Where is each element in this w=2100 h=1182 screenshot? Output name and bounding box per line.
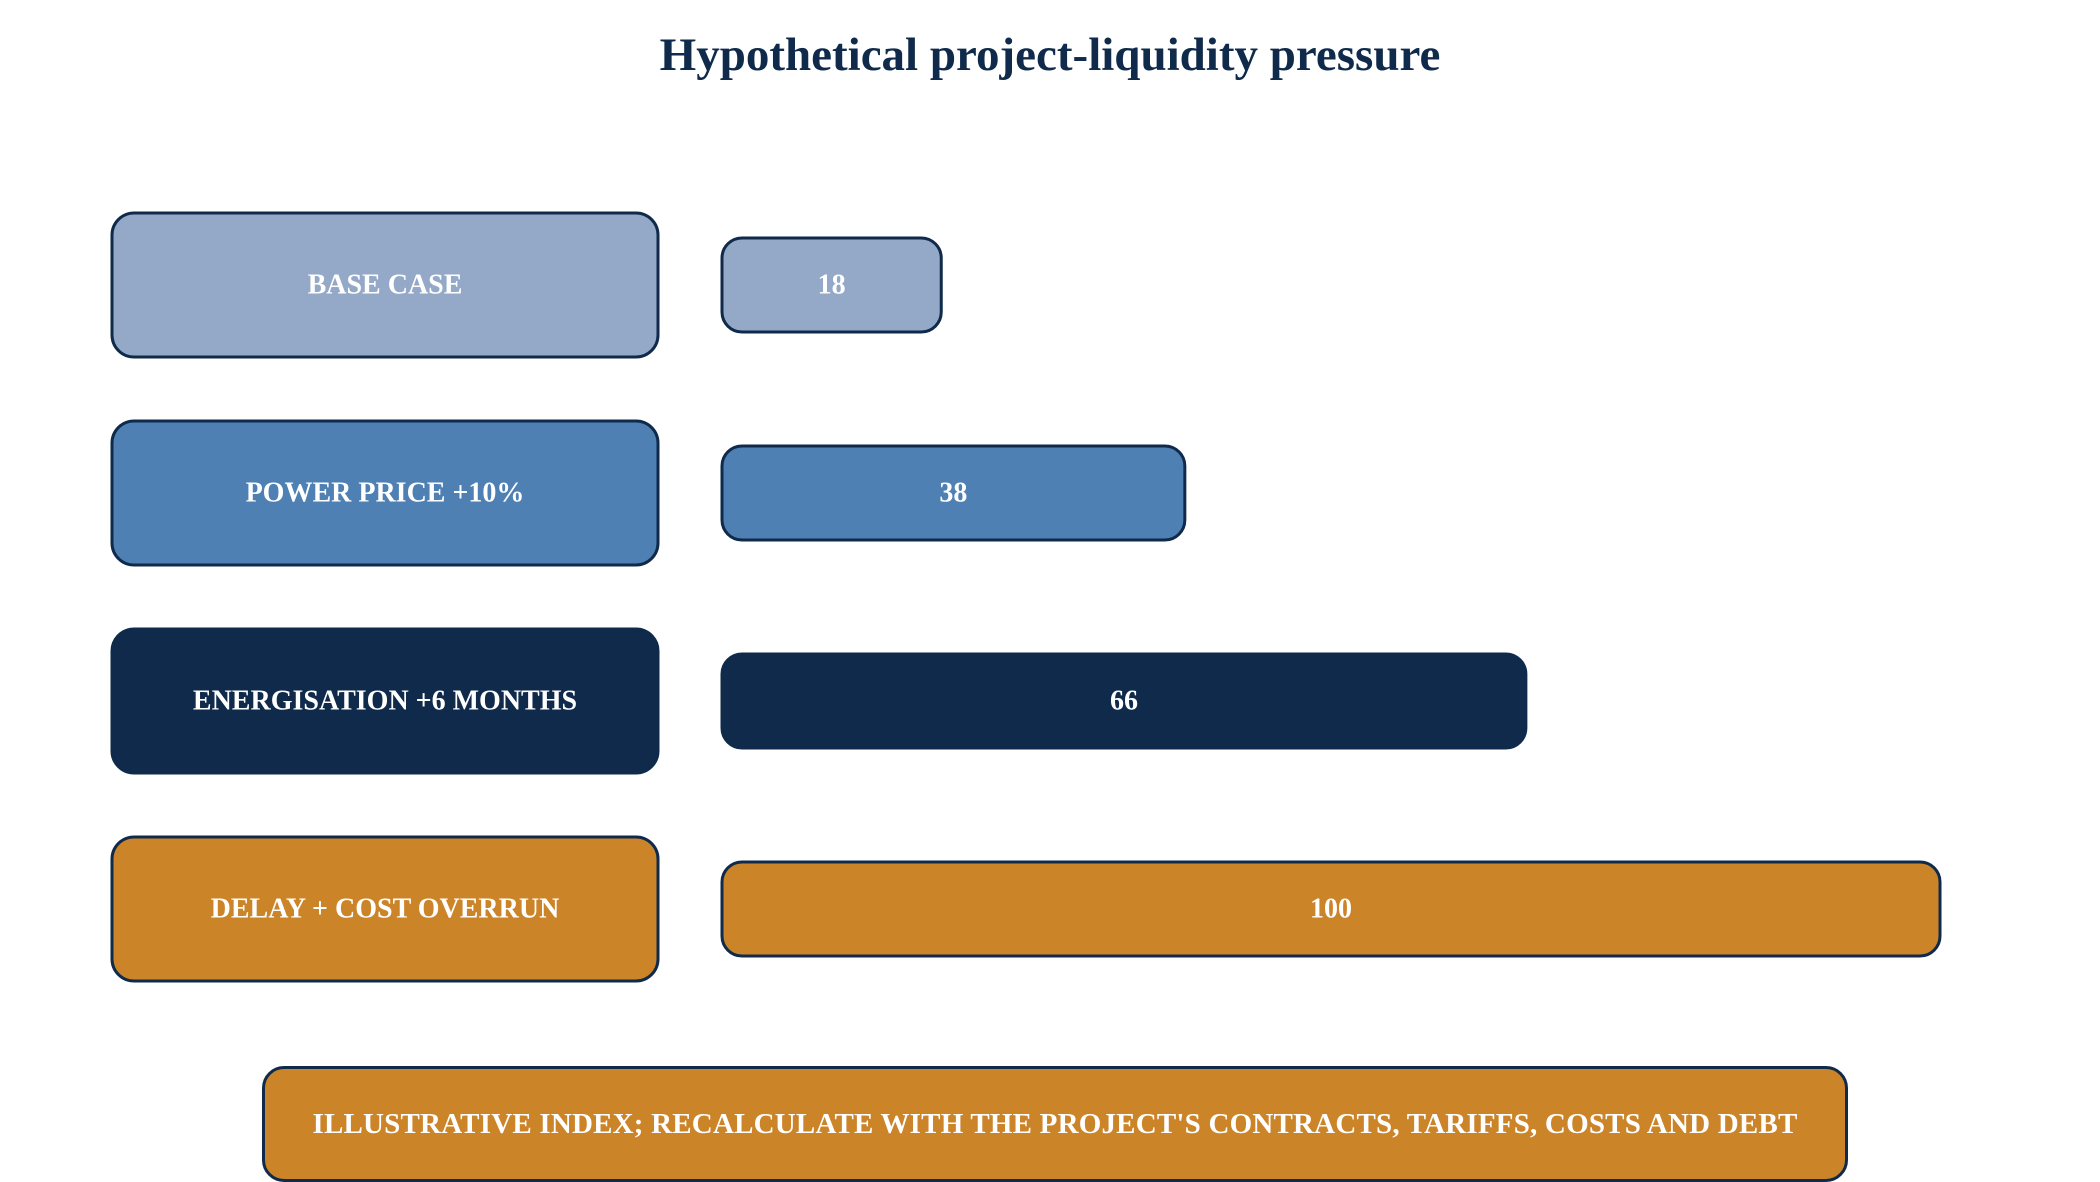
category-label-box [110, 627, 660, 775]
chart-title: Hypothetical project-liquidity pressure [659, 29, 1441, 81]
category-label: ENERGISATION +6 MONTHS [193, 686, 577, 717]
bar-value-label: 100 [1310, 894, 1352, 925]
chart-area: BASE CASE 18 POWER PRICE +10% 38 ENERGISATIO… [110, 211, 1942, 983]
bar-value-label: 66 [1110, 686, 1138, 717]
category-label: POWER PRICE +10% [246, 478, 525, 509]
category-label-box [110, 419, 660, 567]
category-label: DELAY + COST OVERRUN [211, 894, 560, 925]
bar [720, 236, 943, 334]
bar [720, 652, 1528, 750]
bar [720, 444, 1187, 542]
bar [720, 860, 1942, 958]
illustrative-note-text: ILLUSTRATIVE INDEX; RECALCULATE WITH THE… [312, 1107, 1798, 1140]
category-label-box [110, 835, 660, 983]
category-label-box [110, 211, 660, 359]
bar-value-label: 18 [818, 270, 846, 301]
bar-value-label: 38 [939, 478, 967, 509]
category-label: BASE CASE [308, 270, 463, 301]
illustrative-note: ILLUSTRATIVE INDEX; RECALCULATE WITH THE… [262, 1066, 1848, 1182]
